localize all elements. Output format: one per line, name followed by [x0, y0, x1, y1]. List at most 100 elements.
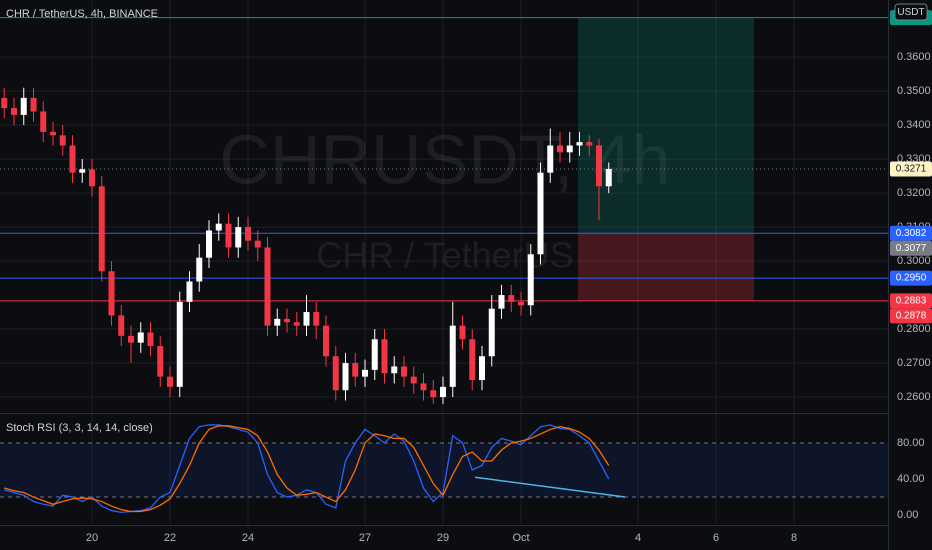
- candle-body: [420, 383, 427, 391]
- candle-body: [488, 308, 495, 357]
- candle-body: [176, 301, 183, 387]
- candle-body: [11, 108, 17, 115]
- x-tick-label: 6: [713, 532, 719, 544]
- candle-body: [118, 315, 125, 336]
- rsi-title: Stoch RSI (3, 3, 14, 14, close): [6, 422, 153, 434]
- candle-body: [59, 135, 66, 146]
- rsi-tick-label: 80.00: [897, 437, 925, 449]
- y-tick-label: 0.2800: [897, 323, 931, 335]
- candle-body: [313, 312, 320, 326]
- candle-body: [449, 325, 456, 387]
- candle-body: [596, 145, 602, 187]
- candle-body: [167, 376, 173, 387]
- candle-body: [293, 322, 300, 326]
- candle-body: [147, 332, 154, 347]
- price-tag-label: 0.2883: [896, 295, 927, 306]
- candle-body: [586, 142, 593, 146]
- candle-body: [89, 169, 95, 187]
- candle-body: [537, 172, 544, 255]
- x-tick-label: 8: [791, 532, 797, 544]
- candle-body: [527, 254, 534, 306]
- candle-body: [381, 339, 388, 374]
- currency-label: USDT: [897, 7, 924, 18]
- candle-body: [566, 145, 573, 153]
- price-tag-label: 0.3082: [896, 228, 927, 239]
- candle-body: [264, 247, 271, 326]
- candle-body: [410, 376, 417, 384]
- candle-body: [605, 168, 612, 187]
- rsi-tick-label: 40.00: [897, 473, 925, 485]
- candle-body: [235, 227, 242, 248]
- candle-body: [479, 356, 485, 381]
- y-tick-label: 0.2700: [897, 357, 931, 369]
- candle-body: [20, 97, 27, 115]
- candle-body: [196, 257, 203, 282]
- y-tick-label: 0.3000: [897, 255, 931, 267]
- candle-body: [225, 223, 232, 248]
- candle-body: [69, 145, 76, 173]
- price-tag: [890, 161, 932, 177]
- candle-body: [576, 142, 583, 146]
- candle-body: [157, 346, 164, 377]
- candle-body: [518, 301, 524, 306]
- candle-body: [1, 97, 8, 109]
- price-tag: [890, 225, 932, 241]
- x-tick-label: 22: [164, 532, 176, 544]
- candle-body: [30, 97, 37, 112]
- candle-body: [547, 145, 554, 173]
- candle-body: [371, 339, 378, 370]
- candle-body: [245, 227, 251, 241]
- y-tick-label: 0.3200: [897, 187, 931, 199]
- candle-body: [186, 281, 193, 302]
- candle-body: [303, 312, 310, 326]
- price-tag: [890, 308, 932, 324]
- watermark-sub: CHR / TetherUS: [316, 235, 573, 276]
- candle-body: [274, 318, 281, 326]
- x-tick-label: 24: [242, 532, 254, 544]
- x-tick-label: 20: [86, 532, 98, 544]
- price-tag: [890, 240, 932, 256]
- candle-body: [508, 295, 515, 302]
- candle-body: [459, 325, 466, 340]
- candle-body: [391, 366, 398, 374]
- stop-zone: [578, 233, 754, 301]
- currency-box: [894, 3, 928, 21]
- watermark: CHRUSDT, 4h: [219, 120, 670, 198]
- candle-body: [284, 318, 290, 323]
- x-tick-label: 27: [359, 532, 371, 544]
- candle-body: [352, 363, 359, 377]
- candle-body: [362, 369, 368, 377]
- candle-body: [206, 230, 212, 258]
- y-tick-label: 0.3600: [897, 51, 931, 63]
- price-tag: [890, 293, 932, 309]
- candle-body: [430, 390, 437, 398]
- candle-body: [323, 325, 329, 357]
- y-tick-label: 0.3500: [897, 85, 931, 97]
- candle-body: [40, 111, 47, 132]
- price-tag-label: 0.2950: [896, 273, 927, 284]
- rsi-line: [4, 425, 610, 513]
- candle-body: [401, 366, 407, 377]
- candle-body: [557, 145, 563, 153]
- y-tick-label: 0.2600: [897, 391, 931, 403]
- candle-body: [50, 131, 56, 136]
- x-tick-label: 29: [437, 532, 449, 544]
- rsi-line: [4, 424, 610, 514]
- candle-body: [98, 186, 105, 272]
- x-tick-label: 4: [635, 532, 641, 544]
- candle-body: [254, 240, 261, 248]
- target-zone: [578, 17, 754, 234]
- x-tick-label: Oct: [512, 532, 529, 544]
- price-tag-label: 0.3077: [896, 243, 927, 254]
- candle-body: [332, 356, 339, 391]
- chart-title: CHR / TetherUS, 4h, BINANCE: [6, 8, 158, 20]
- candle-body: [128, 335, 134, 343]
- candle-body: [108, 271, 115, 316]
- candle-body: [342, 363, 349, 391]
- price-tag: [890, 270, 932, 286]
- price-tag-label: 0.3271: [896, 164, 927, 175]
- candle-body: [498, 295, 505, 309]
